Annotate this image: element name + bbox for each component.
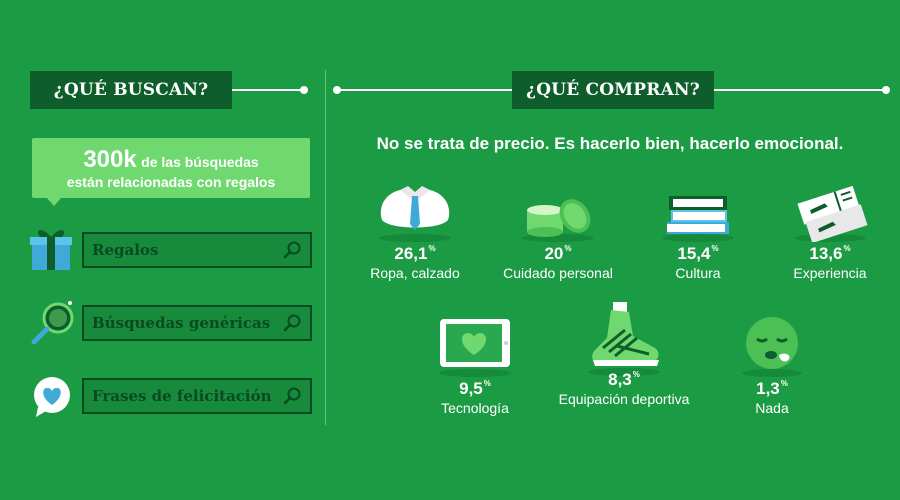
search-box-generic[interactable]: Búsquedas genéricas: [82, 305, 312, 341]
sports-unit: %: [632, 370, 640, 379]
section-divider: [325, 70, 326, 425]
search-box-generic-label: Búsquedas genéricas: [92, 314, 271, 332]
gift-icon: [30, 230, 72, 270]
right-header-rule-dot-left: [333, 86, 341, 94]
culture-value: 15,4: [677, 244, 711, 263]
left-header-rule-dot: [300, 86, 308, 94]
tagline: No se trata de precio. Es hacerlo bien, …: [376, 134, 844, 153]
sports-value: 8,3: [608, 370, 632, 389]
search-box-greetings-label: Frases de felicitación: [92, 387, 272, 405]
clothing-label: Ropa, calzado: [370, 265, 460, 281]
category-technology: 9,5% Tecnología: [405, 315, 545, 416]
clothing-unit: %: [428, 244, 436, 253]
search-box-greetings[interactable]: Frases de felicitación: [82, 378, 312, 414]
left-section-header: ¿QUÉ BUSCAN?: [30, 71, 232, 109]
category-sports: 8,3% Equipación deportiva: [554, 300, 694, 407]
tablet-heart-icon: [439, 319, 511, 377]
callout-text-1: de las búsquedas: [141, 154, 259, 171]
search-box-gifts[interactable]: Regalos: [82, 232, 312, 268]
plane-tickets-icon: [794, 185, 868, 242]
experience-label: Experiencia: [793, 265, 867, 281]
sports-label: Equipación deportiva: [558, 391, 690, 407]
search-icon: [283, 387, 301, 405]
shirt-icon: [379, 186, 451, 242]
experience-value: 13,6: [809, 244, 843, 263]
cream-jar-icon: [522, 199, 594, 242]
category-clothing: 26,1% Ropa, calzado: [345, 180, 485, 281]
callout-tail: [46, 197, 62, 206]
culture-label: Cultura: [675, 265, 721, 281]
experience-unit: %: [843, 244, 851, 253]
category-nothing: 1,3% Nada: [702, 315, 842, 416]
technology-unit: %: [483, 379, 491, 388]
nothing-value: 1,3: [756, 379, 780, 398]
search-icon: [283, 314, 301, 332]
sleepy-face-icon: [742, 317, 802, 377]
right-section-header: ¿QUÉ COMPRAN?: [512, 71, 714, 109]
books-icon: [662, 196, 734, 242]
callout-text-bold: regalos: [225, 173, 276, 190]
category-culture: 15,4% Cultura: [628, 180, 768, 281]
personal-care-unit: %: [564, 244, 572, 253]
nothing-label: Nada: [755, 400, 789, 416]
personal-care-value: 20: [544, 244, 564, 263]
culture-unit: %: [711, 244, 719, 253]
speech-heart-icon: [34, 377, 70, 417]
clothing-value: 26,1: [394, 244, 428, 263]
magnifier-globe-icon: [31, 301, 74, 345]
sneaker-icon: [588, 302, 660, 376]
search-icon: [283, 241, 301, 259]
search-box-gifts-label: Regalos: [92, 241, 159, 259]
callout-text-2: están relacionadas con: [66, 173, 222, 190]
left-header-rule: [232, 89, 302, 91]
category-experience: 13,6% Experiencia: [760, 180, 900, 281]
callout-number: 300k: [83, 146, 137, 174]
searches-callout: 300k de las búsquedas están relacionadas…: [32, 138, 310, 198]
right-header-rule-right: [714, 89, 884, 91]
nothing-unit: %: [780, 379, 788, 388]
technology-value: 9,5: [459, 379, 483, 398]
category-personal-care: 20% Cuidado personal: [488, 180, 628, 281]
personal-care-label: Cuidado personal: [503, 265, 613, 281]
right-header-rule-left: [340, 89, 512, 91]
right-header-rule-dot-right: [882, 86, 890, 94]
technology-label: Tecnología: [441, 400, 509, 416]
